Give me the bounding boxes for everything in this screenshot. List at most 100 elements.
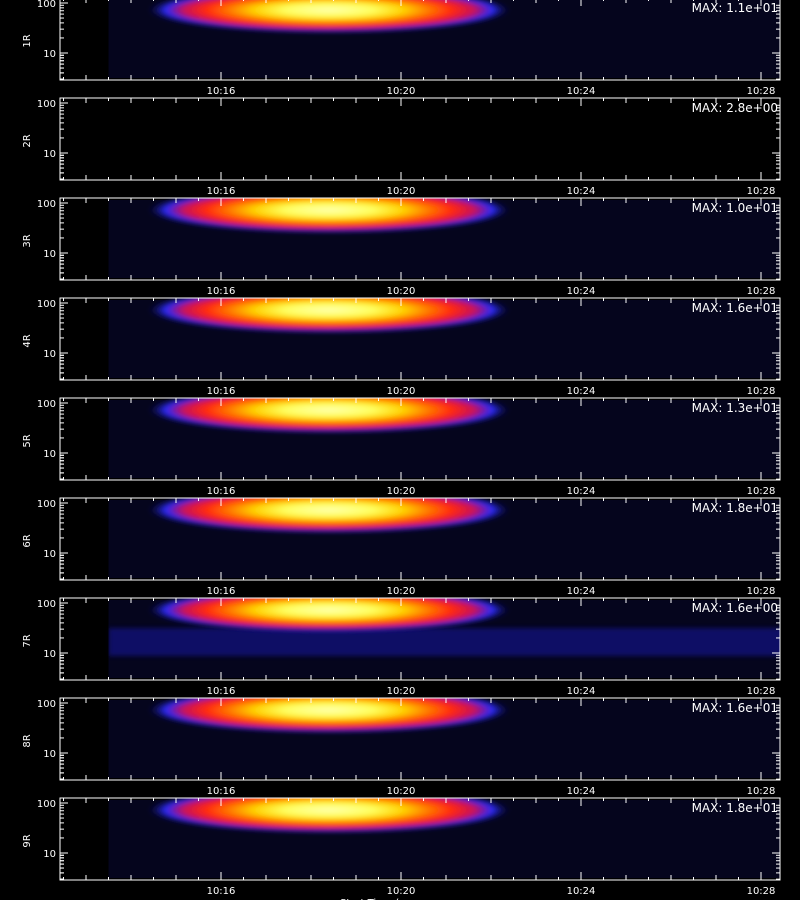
panel-label: 2R bbox=[22, 134, 33, 147]
max-label: MAX: 1.1e+01 bbox=[692, 1, 778, 15]
x-tick-label: 10:24 bbox=[567, 186, 596, 197]
y-tick-label: 10 bbox=[43, 49, 56, 60]
x-tick-label: 10:24 bbox=[567, 686, 596, 697]
plot-frame bbox=[59, 597, 781, 681]
burst-emission bbox=[147, 798, 511, 833]
panel-label: 3R bbox=[22, 234, 33, 247]
plot-frame bbox=[59, 197, 781, 281]
panel-label: 9R bbox=[22, 834, 33, 847]
y-tick-label: 100 bbox=[37, 499, 56, 510]
plot-frame bbox=[59, 297, 781, 381]
x-tick-label: 10:28 bbox=[747, 786, 776, 797]
plot-frame bbox=[59, 97, 781, 181]
x-tick-label: 10:16 bbox=[207, 386, 236, 397]
x-tick-label: 10:20 bbox=[387, 286, 416, 297]
y-tick-label: 10 bbox=[43, 849, 56, 860]
x-tick-label: 10:28 bbox=[747, 886, 776, 897]
y-tick-label: 10 bbox=[43, 149, 56, 160]
x-tick-label: 10:24 bbox=[567, 586, 596, 597]
x-tick-label: 10:20 bbox=[387, 786, 416, 797]
y-tick-label: 10 bbox=[43, 749, 56, 760]
x-tick-label: 10:28 bbox=[747, 486, 776, 497]
x-tick-label: 10:24 bbox=[567, 886, 596, 897]
x-tick-label: 10:24 bbox=[567, 786, 596, 797]
x-tick-label: 10:20 bbox=[387, 686, 416, 697]
noise-band bbox=[108, 628, 780, 656]
y-tick-label: 100 bbox=[37, 0, 56, 10]
x-tick-label: 10:16 bbox=[207, 686, 236, 697]
x-tick-label: 10:24 bbox=[567, 286, 596, 297]
max-label: MAX: 1.3e+01 bbox=[692, 401, 778, 415]
panel-9R: 10 100 10:16 10:20 10:24 10:28 9R MAX: 1.8e+01 bbox=[22, 797, 781, 897]
x-tick-label: 10:28 bbox=[747, 186, 776, 197]
max-label: MAX: 1.6e+01 bbox=[692, 701, 778, 715]
y-tick-label: 100 bbox=[37, 299, 56, 310]
x-tick-label: 10:16 bbox=[207, 786, 236, 797]
y-tick-label: 100 bbox=[37, 599, 56, 610]
plot-frame bbox=[59, 797, 781, 881]
x-tick-label: 10:20 bbox=[387, 586, 416, 597]
burst-emission bbox=[147, 698, 511, 733]
x-axis-title: Start Time ( bbox=[340, 898, 399, 900]
y-tick-label: 100 bbox=[37, 799, 56, 810]
panel-8R: 10 100 10:16 10:20 10:24 10:28 8R MAX: 1.6e+01 bbox=[22, 697, 781, 797]
x-tick-label: 10:16 bbox=[207, 586, 236, 597]
panel-3R: 10 100 10:16 10:20 10:24 10:28 3R MAX: 1.0e+01 bbox=[22, 197, 781, 297]
y-tick-label: 10 bbox=[43, 249, 56, 260]
panel-7R: 10 100 10:16 10:20 10:24 10:28 7R MAX: 1.6e+00 bbox=[22, 597, 781, 697]
burst-emission bbox=[147, 198, 511, 233]
max-label: MAX: 2.8e+00 bbox=[692, 101, 778, 115]
panel-6R: 10 100 10:16 10:20 10:24 10:28 6R MAX: 1.8e+01 bbox=[22, 497, 781, 597]
burst-emission bbox=[147, 0, 511, 33]
burst-emission bbox=[147, 298, 511, 333]
max-label: MAX: 1.6e+01 bbox=[692, 301, 778, 315]
x-tick-label: 10:16 bbox=[207, 186, 236, 197]
x-tick-label: 10:24 bbox=[567, 486, 596, 497]
y-tick-label: 100 bbox=[37, 399, 56, 410]
x-tick-label: 10:16 bbox=[207, 486, 236, 497]
panel-label: 7R bbox=[22, 634, 33, 647]
plot-frame bbox=[59, 397, 781, 481]
panel-2R: 10 100 10:16 10:20 10:24 10:28 2R MAX: 2.8e+00 bbox=[22, 97, 781, 197]
max-label: MAX: 1.6e+00 bbox=[692, 601, 778, 615]
plot-frame bbox=[59, 497, 781, 581]
burst-emission bbox=[147, 498, 511, 533]
x-tick-label: 10:24 bbox=[567, 386, 596, 397]
panel-label: 5R bbox=[22, 434, 33, 447]
y-tick-label: 100 bbox=[37, 199, 56, 210]
x-tick-label: 10:20 bbox=[387, 86, 416, 97]
x-tick-label: 10:16 bbox=[207, 86, 236, 97]
x-tick-label: 10:24 bbox=[567, 86, 596, 97]
x-tick-label: 10:20 bbox=[387, 186, 416, 197]
x-tick-label: 10:20 bbox=[387, 486, 416, 497]
x-tick-label: 10:16 bbox=[207, 886, 236, 897]
x-tick-label: 10:28 bbox=[747, 686, 776, 697]
plot-frame bbox=[59, 697, 781, 781]
max-label: MAX: 1.8e+01 bbox=[692, 801, 778, 815]
x-tick-label: 10:28 bbox=[747, 286, 776, 297]
burst-emission bbox=[147, 398, 511, 433]
panel-4R: 10 100 10:16 10:20 10:24 10:28 4R MAX: 1.6e+01 bbox=[22, 297, 781, 397]
x-tick-label: 10:20 bbox=[387, 386, 416, 397]
x-tick-label: 10:16 bbox=[207, 286, 236, 297]
y-tick-label: 100 bbox=[37, 699, 56, 710]
panel-label: 1R bbox=[22, 34, 33, 47]
x-tick-label: 10:28 bbox=[747, 386, 776, 397]
x-tick-label: 10:20 bbox=[387, 886, 416, 897]
panel-label: 6R bbox=[22, 534, 33, 547]
panel-1R: 10 100 10:16 10:20 10:24 10:28 1R MAX: 1.1e+01 bbox=[22, 0, 781, 97]
max-label: MAX: 1.0e+01 bbox=[692, 201, 778, 215]
y-tick-label: 10 bbox=[43, 349, 56, 360]
y-tick-label: 10 bbox=[43, 649, 56, 660]
y-tick-label: 10 bbox=[43, 449, 56, 460]
x-tick-label: 10:28 bbox=[747, 586, 776, 597]
panel-label: 4R bbox=[22, 334, 33, 347]
x-tick-label: 10:28 bbox=[747, 86, 776, 97]
panel-label: 8R bbox=[22, 734, 33, 747]
y-tick-label: 100 bbox=[37, 99, 56, 110]
panel-5R: 10 100 10:16 10:20 10:24 10:28 5R MAX: 1.3e+01 bbox=[22, 397, 781, 497]
burst-emission bbox=[147, 598, 511, 632]
y-tick-label: 10 bbox=[43, 549, 56, 560]
max-label: MAX: 1.8e+01 bbox=[692, 501, 778, 515]
